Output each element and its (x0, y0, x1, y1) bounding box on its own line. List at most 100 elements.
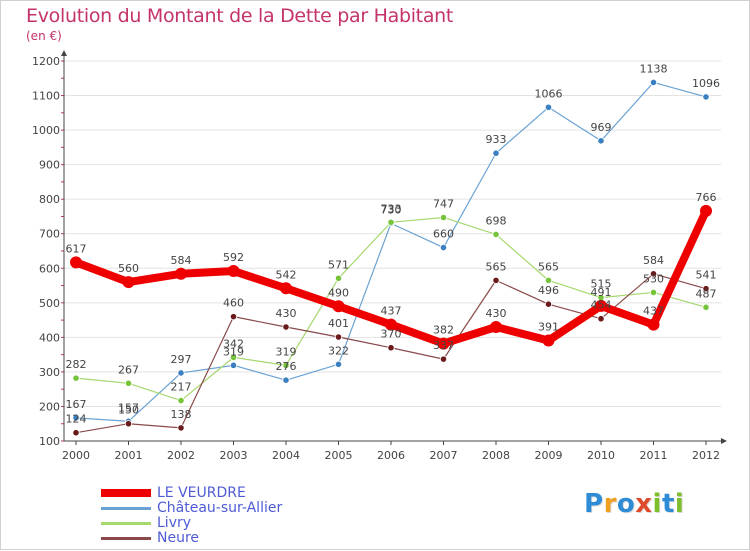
data-label: 1066 (535, 87, 563, 100)
data-point (649, 270, 658, 278)
data-point (597, 137, 605, 145)
data-label: 276 (276, 360, 297, 373)
data-point (334, 274, 343, 282)
y-tick-label: 100 (39, 435, 60, 448)
data-label: 487 (696, 287, 717, 300)
data-point (280, 282, 292, 295)
logo-letter: i (674, 489, 685, 519)
chart-title: Evolution du Montant de la Dette par Hab… (26, 5, 454, 27)
data-point (544, 300, 553, 308)
x-tick-label: 2006 (377, 449, 405, 462)
data-point (72, 429, 80, 437)
data-label: 460 (223, 297, 244, 310)
data-point (229, 313, 238, 321)
chart-legend: LE VEURDRE Château-sur-Allier Livry Neure (101, 485, 321, 546)
logo-letter: o (616, 489, 636, 519)
data-label: 319 (276, 345, 297, 358)
data-label: 592 (223, 251, 244, 264)
data-label: 150 (118, 404, 139, 417)
data-point (387, 344, 395, 352)
data-label: 584 (643, 254, 664, 267)
data-label: 157 (118, 401, 139, 414)
x-tick-label: 2012 (692, 449, 720, 462)
data-label: 1138 (640, 62, 668, 75)
x-tick-label: 2010 (587, 449, 615, 462)
data-label: 297 (171, 353, 192, 366)
logo-letter: x (635, 489, 653, 519)
legend-label: Livry (157, 515, 192, 531)
data-point (700, 204, 712, 217)
series-line-ch-teau-sur-allier (75, 81, 707, 422)
data-label: 319 (223, 345, 244, 358)
data-point (542, 334, 555, 347)
data-point (439, 355, 448, 363)
data-point (282, 323, 290, 331)
x-axis-arrow (721, 438, 727, 444)
data-point (229, 361, 238, 369)
data-point (177, 369, 185, 377)
data-label: 933 (486, 133, 507, 146)
data-point (387, 218, 395, 226)
data-label: 1096 (692, 77, 720, 90)
data-point (122, 276, 135, 289)
data-point (177, 396, 185, 405)
data-label: 342 (223, 337, 244, 350)
data-label: 733 (381, 202, 402, 215)
y-axis-arrow (61, 50, 67, 56)
data-point (437, 337, 450, 350)
data-point (227, 265, 240, 278)
data-point (439, 213, 448, 222)
data-point (702, 285, 710, 293)
data-point (702, 93, 710, 101)
data-label: 337 (433, 339, 454, 352)
data-label: 382 (433, 324, 454, 337)
data-label: 542 (276, 268, 297, 281)
y-tick-label: 600 (39, 262, 60, 275)
data-point (595, 299, 607, 312)
legend-item: Livry (101, 515, 321, 531)
data-point (282, 376, 290, 384)
data-point (649, 78, 658, 87)
x-tick-label: 2005 (325, 449, 353, 462)
data-label: 571 (328, 258, 349, 271)
data-point (124, 420, 133, 428)
data-label: 430 (276, 307, 297, 320)
data-label: 282 (66, 358, 87, 371)
data-point (72, 414, 80, 422)
data-label: 490 (328, 286, 349, 299)
data-label: 617 (66, 242, 87, 255)
data-label: 730 (381, 203, 402, 216)
data-label: 560 (118, 262, 139, 275)
y-tick-label: 1000 (32, 124, 60, 137)
data-label: 515 (591, 278, 612, 291)
data-label: 584 (171, 254, 192, 267)
y-tick-label: 300 (39, 366, 60, 379)
y-tick-label: 1200 (32, 55, 60, 68)
data-point (544, 276, 553, 284)
data-label: 969 (591, 121, 612, 134)
data-label: 530 (643, 272, 664, 285)
legend-label: LE VEURDRE (157, 485, 246, 501)
logo-letter: t (661, 489, 675, 519)
x-tick-label: 2001 (115, 449, 143, 462)
logo-letter: P (584, 489, 604, 519)
x-tick-label: 2004 (272, 449, 300, 462)
x-tick-label: 2002 (167, 449, 195, 462)
x-tick-label: 2007 (430, 449, 458, 462)
legend-item: LE VEURDRE (101, 485, 321, 501)
y-tick-label: 800 (39, 193, 60, 206)
data-point (385, 318, 397, 331)
proxiti-logo: Proxiti (584, 489, 684, 519)
data-point (492, 149, 500, 157)
legend-label: Neure (157, 530, 200, 546)
y-tick-label: 700 (39, 228, 60, 241)
legend-swatch (101, 522, 151, 525)
y-tick-label: 1100 (32, 90, 60, 103)
logo-letter: r (603, 489, 617, 519)
data-point (544, 103, 553, 111)
data-label: 698 (486, 214, 507, 227)
legend-label: Château-sur-Allier (157, 500, 283, 516)
data-point (647, 318, 660, 331)
logo-letter: i (652, 489, 662, 519)
